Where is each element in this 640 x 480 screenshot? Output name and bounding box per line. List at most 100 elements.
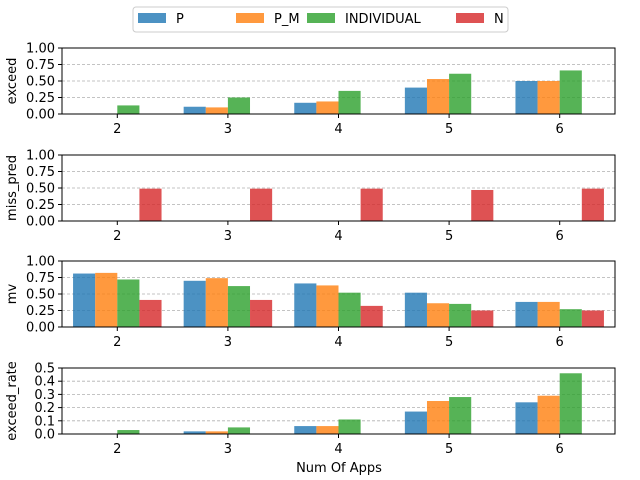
chart-panels: 0.000.250.500.751.002 3 4 5 6exceed0.000.250… — [5, 42, 616, 457]
y-tick-label: 0.1 — [34, 414, 55, 429]
bar-n — [360, 305, 383, 327]
bar-n — [360, 188, 383, 221]
bar-p-m — [95, 272, 118, 327]
x-tick-label: 3 — [224, 335, 232, 350]
bar-p-m — [316, 426, 339, 434]
x-tick-label: 4 — [334, 122, 342, 137]
y-tick-label: 1.00 — [26, 255, 55, 270]
x-tick-label: 6 — [556, 122, 564, 137]
bar-n — [581, 188, 604, 221]
x-tick-label: 5 — [445, 335, 453, 350]
bar-p — [404, 87, 427, 114]
x-tick-label: 3 — [224, 442, 232, 457]
bar-individual — [559, 309, 582, 327]
bar-individual — [449, 73, 472, 114]
x-tick-label: 3 — [224, 229, 232, 244]
bar-p — [294, 283, 317, 327]
bar-individual — [559, 373, 582, 434]
bar-p — [183, 106, 206, 114]
bar-p-m — [537, 81, 560, 114]
bar-p — [73, 273, 96, 327]
x-tick-label: 4 — [334, 229, 342, 244]
y-tick-label: 0.75 — [26, 58, 55, 73]
y-tick-label: 0.25 — [26, 198, 55, 213]
x-tick-label: 2 — [113, 442, 121, 457]
bar-n — [250, 188, 273, 221]
y-tick-label: 0.50 — [26, 75, 55, 90]
x-tick-label: 4 — [334, 442, 342, 457]
y-tick-label: 1.00 — [26, 42, 55, 57]
panel-exceed: 0.00 0.250.50 0.751.00 2 3 4 5 6 exceed — [5, 42, 616, 137]
y-tick-label: 0.00 — [26, 215, 55, 230]
bar-n — [139, 299, 162, 327]
x-tick-label: 5 — [445, 442, 453, 457]
x-tick-label: 6 — [556, 335, 564, 350]
x-tick-label: 3 — [224, 122, 232, 137]
bar-p-m — [426, 401, 450, 434]
y-tick-label: 0.4 — [34, 375, 55, 390]
y-tick-label: 0.25 — [26, 304, 55, 319]
y-tick-label: 0.75 — [26, 271, 55, 286]
x-tick-label: 4 — [334, 335, 342, 350]
y-tick-label: 0.3 — [34, 388, 55, 403]
bar-n — [250, 299, 273, 327]
legend-swatch — [456, 13, 484, 23]
bar-n — [471, 310, 494, 327]
bar-p — [404, 411, 427, 434]
bar-p-m — [316, 285, 339, 327]
legend: P P_M INDIVIDUAL N — [132, 6, 509, 33]
bar-p — [183, 280, 206, 327]
x-tick-label: 2 — [113, 229, 121, 244]
legend-swatch — [236, 13, 264, 23]
bar-p — [515, 301, 538, 327]
bar-p-m — [205, 278, 228, 327]
bar-individual — [227, 286, 251, 327]
bar-p — [404, 292, 427, 327]
x-tick-label: 2 — [113, 122, 121, 137]
bar-individual — [227, 97, 251, 114]
bar-individual — [449, 397, 472, 434]
bar-n — [471, 189, 494, 221]
y-tick-label: 0.25 — [26, 91, 55, 106]
x-tick-label: 2 — [113, 335, 121, 350]
legend-label: P — [176, 12, 184, 27]
y-axis-label: mv — [5, 284, 20, 305]
y-tick-label: 0.75 — [26, 165, 55, 180]
bar-n — [581, 310, 604, 327]
legend-swatch — [138, 13, 166, 23]
bar-p — [294, 102, 317, 114]
bar-p — [515, 81, 538, 114]
bar-p — [515, 402, 538, 434]
legend-swatch — [307, 13, 335, 23]
y-axis-label: exceed_rate — [5, 361, 20, 441]
x-tick-label: 5 — [445, 122, 453, 137]
panel-miss-pred: 0.00 0.250.50 0.751.00 2 3 4 5 6 miss_pred — [5, 149, 616, 244]
y-tick-label: 0.00 — [26, 321, 55, 336]
bar-p-m — [537, 301, 560, 327]
y-axis-label: exceed — [5, 58, 20, 105]
bar-individual — [117, 430, 140, 434]
bar-p-m — [205, 431, 228, 434]
bar-individual — [449, 303, 472, 327]
bar-p-m — [537, 395, 560, 434]
y-tick-label: 0.50 — [26, 182, 55, 197]
bar-n — [139, 188, 162, 221]
bar-p — [294, 426, 317, 434]
bar-p — [183, 431, 206, 434]
y-tick-label: 0.5 — [34, 362, 55, 377]
y-tick-label: 0.50 — [26, 288, 55, 303]
y-tick-label: 1.00 — [26, 149, 55, 164]
bar-p-m — [426, 79, 450, 114]
bar-individual — [117, 279, 140, 327]
x-tick-label: 5 — [445, 229, 453, 244]
y-tick-label: 0.00 — [26, 108, 55, 123]
bar-p-m — [316, 101, 339, 114]
legend-label: INDIVIDUAL — [345, 12, 422, 27]
legend-label: N — [494, 12, 504, 27]
x-tick-label: 6 — [556, 229, 564, 244]
bar-individual — [117, 105, 140, 114]
bar-p-m — [205, 107, 228, 114]
y-axis-label: miss_pred — [5, 155, 20, 221]
bar-p-m — [426, 303, 450, 327]
bar-individual — [227, 427, 251, 434]
